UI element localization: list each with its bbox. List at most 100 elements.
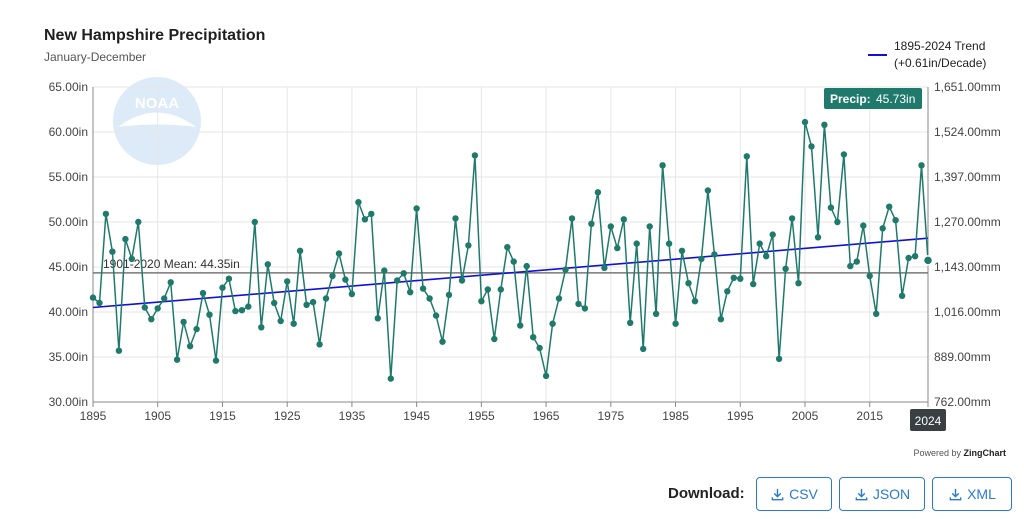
data-point [148,316,155,323]
powered-by-prefix: Powered by [913,448,961,458]
data-point [821,121,828,128]
y-tick-label-left: 35.00in [49,350,88,364]
data-point [96,299,103,307]
data-point [497,286,504,293]
y-tick-label-right: 1,143.00mm [934,260,1001,274]
data-point [678,247,686,254]
data-point [601,264,608,272]
tooltip-value: 45.73in [876,92,915,106]
data-point [89,294,97,301]
x-crosshair-label: 2024 [910,409,946,431]
data-point [394,277,401,284]
data-point [659,162,666,169]
data-point [724,288,731,295]
data-point [361,216,369,223]
powered-by[interactable]: Powered by ZingChart [913,448,1006,458]
legend[interactable]: 1895-2024 Trend (+0.61in/Decade) [868,39,986,70]
data-point [432,312,440,319]
data-point [808,143,815,150]
data-point [510,258,517,265]
data-point [866,272,873,280]
data-point [898,292,906,299]
data-point [769,231,776,238]
x-tick-label: 1895 [80,409,107,423]
y-tick-label-right: 762.00mm [934,395,991,409]
data-point [277,317,284,325]
data-point [549,320,556,327]
y-tick-label-left: 55.00in [49,170,88,184]
data-point [704,187,712,194]
download-icon [855,488,868,500]
data-point [555,295,563,302]
data-point [206,311,213,318]
download-json-button[interactable]: JSON [839,477,925,511]
crosshair-year: 2024 [915,414,942,428]
data-point [109,248,116,255]
data-point [238,307,246,314]
data-point [426,295,433,302]
data-point [756,240,763,247]
axes: 30.00in 762.00mm 35.00in 889.00mm 40.00in 1,0… [49,80,1001,423]
data-point [445,291,453,299]
download-xml-button[interactable]: XML [932,477,1012,511]
x-tick-label: 1935 [339,409,366,423]
data-point [562,266,569,273]
xml-label: XML [967,486,996,502]
data-point [400,270,407,277]
data-point [922,255,934,266]
data-point [911,253,919,260]
data-point [717,316,725,323]
data-point [439,338,446,345]
data-point [918,162,925,169]
x-tick-label: 1975 [597,409,624,423]
data-point [161,295,168,302]
data-point [685,280,692,287]
data-point [814,234,822,241]
data-point [296,247,304,254]
data-point [491,335,498,343]
data-point [517,322,524,329]
data-point [232,307,239,315]
data-point [309,298,317,306]
mean-line-group: 1901-2020 Mean: 44.35in [93,257,928,274]
data-point [355,199,362,206]
data-point [620,216,627,223]
y-tick-label-left: 45.00in [49,260,88,274]
data-point [245,303,252,310]
data-series [89,118,934,382]
data-point [154,305,161,312]
y-tick-label-right: 1,270.00mm [934,215,1001,229]
data-point [193,325,200,333]
y-tick-label-right: 1,016.00mm [934,305,1001,319]
data-point [452,215,459,222]
data-point [342,276,349,283]
legend-trend-label: 1895-2024 Trend [894,39,985,53]
data-point [368,210,375,218]
x-tick-label: 1915 [209,409,236,423]
download-csv-button[interactable]: CSV [756,477,832,511]
mean-label: 1901-2020 Mean: 44.35in [103,257,240,271]
data-point [905,254,912,262]
y-tick-label-right: 889.00mm [934,350,991,364]
data-point [575,300,582,308]
data-point [284,278,291,285]
data-point [167,279,174,286]
svg-text:NOAA: NOAA [135,95,179,112]
x-tick-label: 1945 [403,409,430,423]
x-tick-label: 1905 [144,409,171,423]
data-point [834,218,841,226]
csv-label: CSV [789,486,818,502]
data-point [542,372,550,380]
data-point [374,315,381,322]
value-tooltip: Precip: 45.73in [824,88,922,109]
precipitation-chart: NOAA 30.00in 762.00mm 35.00in 889.00mm 40.00… [49,39,1001,431]
x-tick-label: 1985 [662,409,689,423]
data-point [322,295,330,302]
data-point [860,222,867,229]
data-point [251,218,258,226]
data-point [465,242,472,249]
data-point [186,343,194,350]
data-point [698,255,705,263]
data-point [827,204,835,211]
data-point [523,262,530,270]
